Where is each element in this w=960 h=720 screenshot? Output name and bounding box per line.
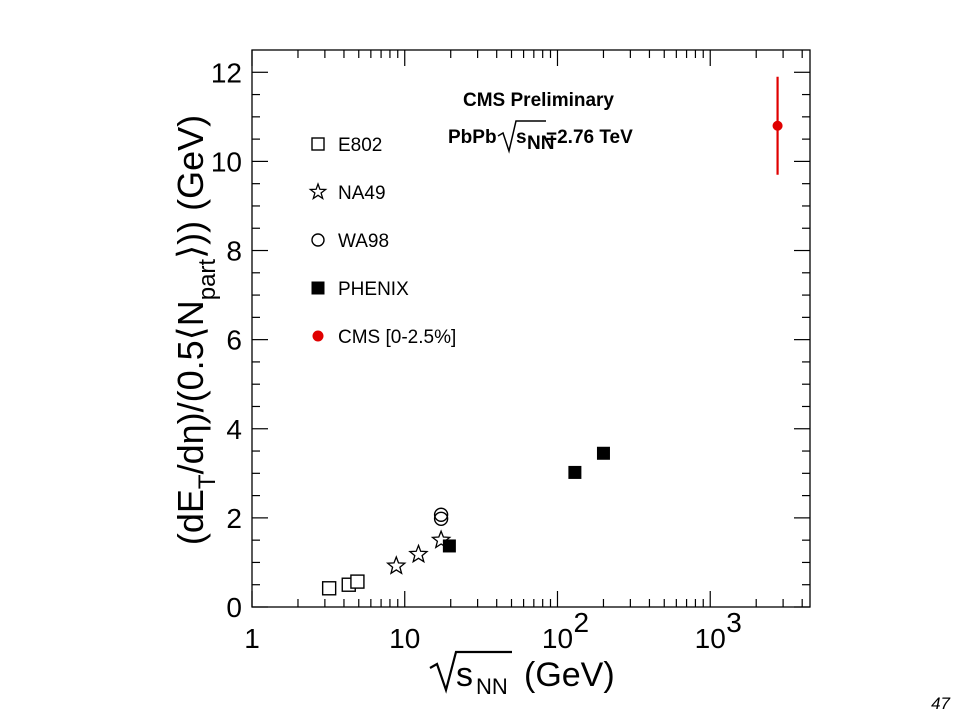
legend-label: WA98 xyxy=(338,231,389,252)
y-tick-label: 6 xyxy=(226,325,242,356)
data-point xyxy=(385,555,407,575)
x-tick-label-exponent: 2 xyxy=(573,607,589,638)
ylabel-part2: /d xyxy=(170,444,211,474)
x-title-unit: (GeV) xyxy=(524,656,615,694)
ylabel-langle: ⟨ xyxy=(170,326,211,340)
x-tick-label: 10 xyxy=(389,623,420,654)
ylabel-part5: )) (GeV) xyxy=(170,115,211,245)
ylabel-part1-sub: T xyxy=(194,474,221,489)
y-tick-label: 8 xyxy=(226,236,242,267)
y-tick-label: 0 xyxy=(226,592,242,623)
series-wa98 xyxy=(433,507,449,526)
x-title-sub: NN xyxy=(476,674,508,699)
legend: E802 NA49 WA98 PHENIX CMS [0-2.5%] xyxy=(308,135,456,348)
annotation-sqrt-sub: NN xyxy=(527,133,554,154)
y-tick-label: 4 xyxy=(226,414,242,445)
legend-label: PHENIX xyxy=(338,279,409,300)
annotation-system: PbPb xyxy=(448,127,497,148)
ylabel-part1: (dE xyxy=(170,489,211,545)
data-point xyxy=(442,539,456,553)
data-point xyxy=(772,120,783,131)
x-tick-label: 10 xyxy=(542,623,573,654)
series-cms xyxy=(772,76,783,175)
legend-marker xyxy=(311,233,325,247)
series-na49 xyxy=(385,529,452,575)
y-tick-labels: 0 2 4 6 8 10 12 xyxy=(211,57,242,623)
x-axis-title: s NN (GeV) xyxy=(429,650,615,699)
ylabel-part4: N xyxy=(170,300,211,326)
annotation-sqrt-s: s xyxy=(516,127,527,148)
y-tick-label: 10 xyxy=(211,146,242,177)
x-tick-label: 1 xyxy=(244,623,260,654)
annotation-line1: CMS Preliminary xyxy=(463,90,614,111)
legend-marker xyxy=(312,330,324,342)
legend-marker xyxy=(308,182,328,201)
series-e802 xyxy=(321,574,365,596)
x-tick-label: 10 xyxy=(695,623,726,654)
y-tick-label: 2 xyxy=(226,503,242,534)
ylabel-eta: η xyxy=(170,424,211,444)
y-axis-title: (dET/dη)/(0.5⟨Npart⟩)) (GeV) xyxy=(170,115,221,545)
axis-ticks xyxy=(251,50,810,608)
series-phenix xyxy=(442,446,610,553)
x-title-s: s xyxy=(456,656,473,694)
annotation: CMS Preliminary PbPb s NN =2.76 TeV xyxy=(448,90,633,154)
ylabel-rangle: ⟩ xyxy=(170,245,211,259)
plot-frame xyxy=(251,49,811,608)
data-point xyxy=(321,581,337,596)
y-tick-label: 12 xyxy=(211,57,242,88)
page-number: 47 xyxy=(931,694,950,713)
legend-label: NA49 xyxy=(338,183,386,204)
data-point xyxy=(430,529,452,549)
legend-label: E802 xyxy=(338,135,382,156)
legend-label: CMS [0-2.5%] xyxy=(338,327,456,348)
legend-marker xyxy=(311,137,325,151)
data-point xyxy=(433,507,449,522)
ylabel-part4-sub: part xyxy=(194,259,221,301)
data-point xyxy=(408,543,429,564)
annotation-sqrt-sign xyxy=(497,120,546,154)
data-points xyxy=(321,76,783,596)
x-title-sqrt-sign xyxy=(429,650,512,694)
data-point xyxy=(596,446,610,460)
ylabel-part3: )/(0.5 xyxy=(170,340,211,424)
x-tick-label-exponent: 3 xyxy=(726,607,742,638)
data-point xyxy=(350,574,365,589)
data-point xyxy=(433,511,449,526)
data-point xyxy=(568,465,582,479)
annotation-energy: =2.76 TeV xyxy=(546,127,633,148)
legend-marker xyxy=(311,281,325,295)
